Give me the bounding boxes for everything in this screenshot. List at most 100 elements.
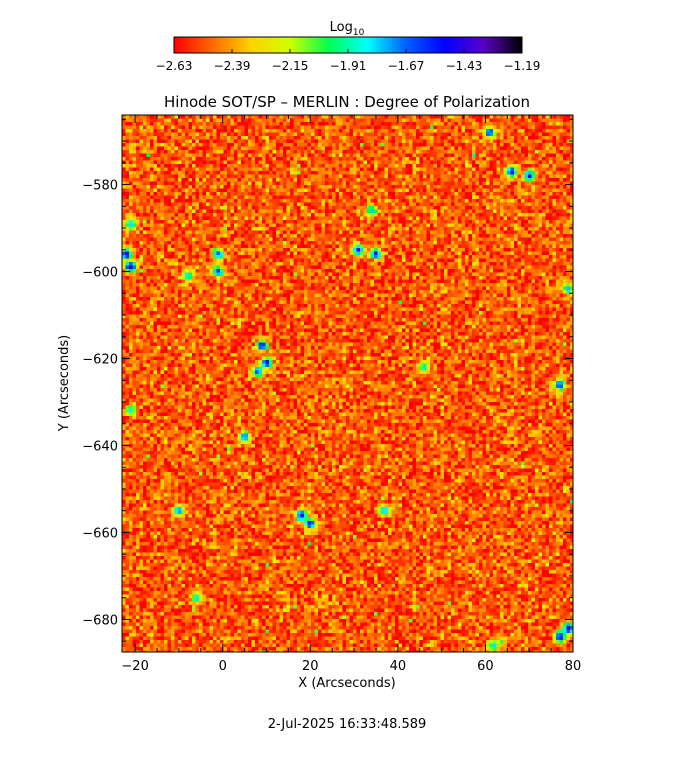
heatmap-cell <box>188 230 192 234</box>
heatmap-cell <box>416 209 420 213</box>
heatmap-cell <box>192 164 196 168</box>
heatmap-cell <box>377 185 381 189</box>
heatmap-cell <box>216 216 220 220</box>
heatmap-cell <box>171 206 175 210</box>
heatmap-cell <box>388 234 392 238</box>
heatmap-cell <box>195 164 199 168</box>
heatmap-cell <box>286 118 290 122</box>
heatmap-cell <box>272 209 276 213</box>
heatmap-cell <box>409 174 413 178</box>
heatmap-cell <box>486 174 490 178</box>
heatmap-cell <box>195 122 199 126</box>
heatmap-cell <box>304 181 308 185</box>
heatmap-cell <box>349 216 353 220</box>
heatmap-cell <box>171 227 175 231</box>
heatmap-cell <box>199 132 203 136</box>
heatmap-cell <box>381 164 385 168</box>
heatmap-cell <box>346 185 350 189</box>
heatmap-cell <box>328 216 332 220</box>
heatmap-cell <box>192 167 196 171</box>
heatmap-cell <box>265 230 269 234</box>
heatmap-cell <box>349 115 353 119</box>
heatmap-cell <box>426 230 430 234</box>
heatmap-cell <box>209 244 213 248</box>
heatmap-cell <box>297 227 301 231</box>
heatmap-cell <box>143 143 147 147</box>
heatmap-cell <box>430 118 434 122</box>
heatmap-cell <box>570 171 573 175</box>
heatmap-cell <box>353 192 357 196</box>
heatmap-cell <box>307 206 311 210</box>
heatmap-cell <box>178 157 182 161</box>
heatmap-cell <box>514 227 518 231</box>
heatmap-cell <box>510 125 514 129</box>
heatmap-cell <box>545 181 549 185</box>
heatmap-cell <box>332 178 336 182</box>
heatmap-cell <box>262 143 266 147</box>
heatmap-cell <box>475 216 479 220</box>
heatmap-cell <box>538 234 542 238</box>
heatmap-cell <box>538 192 542 196</box>
heatmap-cell <box>314 216 318 220</box>
heatmap-cell <box>454 157 458 161</box>
heatmap-cell <box>143 234 147 238</box>
heatmap-cell <box>412 171 416 175</box>
heatmap-cell <box>304 150 308 154</box>
heatmap-cell <box>286 160 290 164</box>
heatmap-cell <box>559 209 563 213</box>
heatmap-cell <box>472 139 476 143</box>
heatmap-cell <box>185 143 189 147</box>
heatmap-cell <box>458 241 462 245</box>
heatmap-cell <box>307 136 311 140</box>
heatmap-cell <box>328 136 332 140</box>
heatmap-cell <box>433 157 437 161</box>
heatmap-cell <box>535 150 539 154</box>
heatmap-cell <box>125 244 129 248</box>
heatmap-cell <box>202 181 206 185</box>
heatmap-cell <box>402 139 406 143</box>
heatmap-cell <box>381 129 385 133</box>
heatmap-cell <box>332 185 336 189</box>
heatmap-cell <box>157 118 161 122</box>
heatmap-cell <box>223 220 227 224</box>
heatmap-cell <box>335 157 339 161</box>
heatmap-cell <box>433 143 437 147</box>
heatmap-cell <box>419 160 423 164</box>
heatmap-cell <box>185 160 189 164</box>
heatmap-cell <box>297 129 301 133</box>
heatmap-cell <box>164 206 168 210</box>
heatmap-cell <box>433 185 437 189</box>
heatmap-cell <box>153 157 157 161</box>
heatmap-cell <box>412 139 416 143</box>
heatmap-cell <box>251 223 255 227</box>
heatmap-cell <box>122 209 126 213</box>
heatmap-cell <box>258 213 262 217</box>
heatmap-cell <box>188 146 192 150</box>
heatmap-cell <box>430 220 434 224</box>
heatmap-cell <box>360 202 364 206</box>
heatmap-cell <box>503 178 507 182</box>
heatmap-cell <box>531 209 535 213</box>
heatmap-cell <box>185 206 189 210</box>
heatmap-cell <box>395 202 399 206</box>
heatmap-cell <box>360 195 364 199</box>
heatmap-cell <box>174 216 178 220</box>
heatmap-cell <box>255 213 259 217</box>
heatmap-cell <box>545 223 549 227</box>
heatmap-cell <box>237 202 241 206</box>
heatmap-cell <box>542 195 546 199</box>
heatmap-cell <box>535 209 539 213</box>
heatmap-cell <box>482 209 486 213</box>
heatmap-cell <box>318 237 322 241</box>
heatmap-cell <box>150 213 154 217</box>
heatmap-cell <box>167 202 171 206</box>
heatmap-cell <box>542 202 546 206</box>
heatmap-cell <box>395 181 399 185</box>
heatmap-cell <box>524 178 528 182</box>
heatmap-cell <box>136 115 140 119</box>
heatmap-cell <box>384 164 388 168</box>
heatmap-cell <box>328 115 332 119</box>
heatmap-cell <box>188 143 192 147</box>
heatmap-cell <box>328 171 332 175</box>
heatmap-cell <box>545 220 549 224</box>
